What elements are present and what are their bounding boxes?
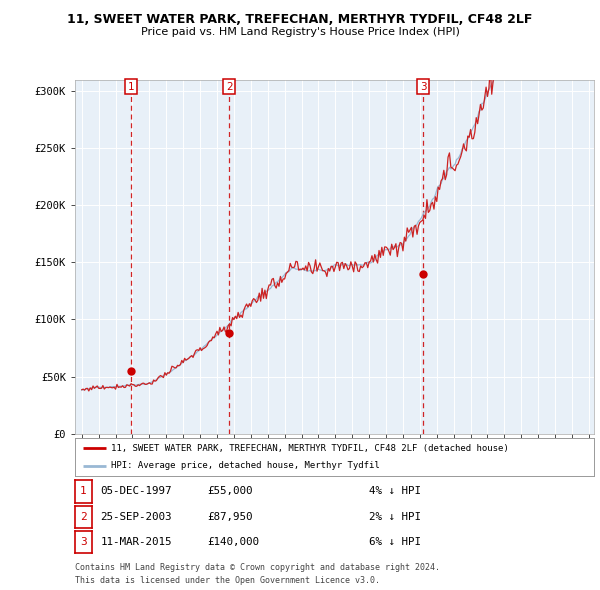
Text: 3: 3 — [80, 537, 87, 547]
Text: 2% ↓ HPI: 2% ↓ HPI — [369, 512, 421, 522]
Text: 11, SWEET WATER PARK, TREFECHAN, MERTHYR TYDFIL, CF48 2LF: 11, SWEET WATER PARK, TREFECHAN, MERTHYR… — [67, 13, 533, 26]
Text: £140,000: £140,000 — [207, 537, 259, 547]
Text: 11-MAR-2015: 11-MAR-2015 — [100, 537, 172, 547]
Text: 2: 2 — [80, 512, 87, 522]
Text: Contains HM Land Registry data © Crown copyright and database right 2024.: Contains HM Land Registry data © Crown c… — [75, 563, 440, 572]
Text: Price paid vs. HM Land Registry's House Price Index (HPI): Price paid vs. HM Land Registry's House … — [140, 27, 460, 37]
Text: This data is licensed under the Open Government Licence v3.0.: This data is licensed under the Open Gov… — [75, 576, 380, 585]
Text: 2: 2 — [226, 81, 233, 91]
Text: HPI: Average price, detached house, Merthyr Tydfil: HPI: Average price, detached house, Mert… — [112, 461, 380, 470]
Text: 6% ↓ HPI: 6% ↓ HPI — [369, 537, 421, 547]
Text: £87,950: £87,950 — [207, 512, 253, 522]
Text: 4% ↓ HPI: 4% ↓ HPI — [369, 487, 421, 496]
Text: 25-SEP-2003: 25-SEP-2003 — [100, 512, 172, 522]
Text: £55,000: £55,000 — [207, 487, 253, 496]
Text: 3: 3 — [420, 81, 427, 91]
Text: 05-DEC-1997: 05-DEC-1997 — [100, 487, 172, 496]
Text: 1: 1 — [80, 487, 87, 496]
Text: 1: 1 — [128, 81, 134, 91]
Text: 11, SWEET WATER PARK, TREFECHAN, MERTHYR TYDFIL, CF48 2LF (detached house): 11, SWEET WATER PARK, TREFECHAN, MERTHYR… — [112, 444, 509, 453]
